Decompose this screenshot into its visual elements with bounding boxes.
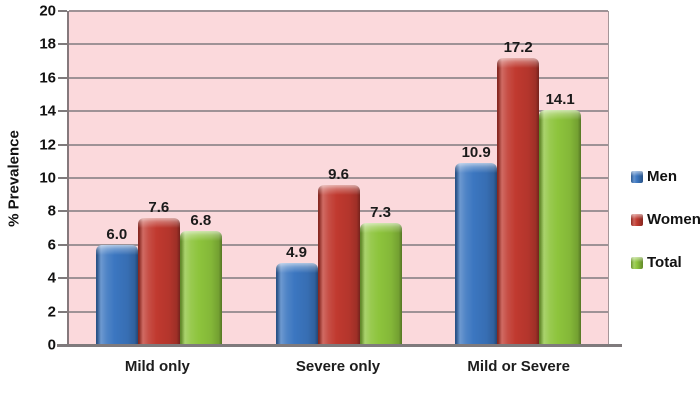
y-tick-label: 8 <box>47 202 56 220</box>
bar-value-label: 6.8 <box>190 212 212 230</box>
legend-item-women: Women <box>631 211 700 228</box>
plot-area: 6.0 7.6 6.8 4.9 9.6 7.3 10.9 17.2 14.1 <box>67 10 609 345</box>
bar-and-label: 6.8 <box>179 11 222 345</box>
gridline <box>69 110 608 113</box>
bar-and-label: 10.9 <box>455 11 498 345</box>
category-label: Mild or Severe <box>467 358 570 375</box>
y-tick-mark <box>58 177 67 179</box>
y-tick-mark <box>58 243 67 246</box>
bar-value-label: 17.2 <box>503 38 533 56</box>
y-tick-label: 12 <box>39 136 56 154</box>
bar-and-label: 7.6 <box>137 11 180 345</box>
bar-value-label: 7.6 <box>148 199 170 217</box>
legend-label: Total <box>647 254 682 271</box>
gridline <box>69 10 608 12</box>
y-tick-mark <box>58 76 67 79</box>
bar-women <box>317 184 360 345</box>
x-axis-line <box>57 344 622 347</box>
bar-men <box>275 263 318 345</box>
y-tick-label: 20 <box>39 2 56 20</box>
y-tick-mark <box>58 277 67 280</box>
bar-total <box>359 223 402 345</box>
bar-and-label: 6.0 <box>95 11 138 345</box>
legend: Men Women Total <box>631 168 700 271</box>
bar-and-label: 7.3 <box>359 11 402 345</box>
bar-total <box>179 231 222 345</box>
y-tick-label: 0 <box>47 336 56 354</box>
y-tick-label: 4 <box>47 269 56 287</box>
x-axis-category-labels: Mild only Severe only Mild or Severe <box>67 358 609 375</box>
bar-group: 4.9 9.6 7.3 <box>249 11 429 345</box>
bar-group: 6.0 7.6 6.8 <box>69 11 249 345</box>
y-tick-mark <box>58 310 67 313</box>
y-tick-mark <box>58 43 67 46</box>
gridline <box>69 143 608 146</box>
bar-groups: 6.0 7.6 6.8 4.9 9.6 7.3 10.9 17.2 14.1 <box>69 11 608 345</box>
bar-value-label: 14.1 <box>545 90 575 108</box>
y-axis-tick-labels: 0 2 4 6 8 10 12 14 16 18 20 <box>0 4 56 353</box>
y-tick-mark <box>58 210 67 213</box>
bar-and-label: 14.1 <box>539 11 582 345</box>
y-tick-mark <box>58 10 67 12</box>
legend-item-men: Men <box>631 168 700 185</box>
bar-men <box>455 162 498 345</box>
y-tick-label: 2 <box>47 303 56 321</box>
category-label: Mild only <box>124 358 190 375</box>
bar-value-label: 10.9 <box>461 143 491 161</box>
legend-swatch-icon <box>631 213 643 226</box>
bar-and-label: 9.6 <box>317 11 360 345</box>
legend-swatch-icon <box>631 256 643 269</box>
bar-women <box>497 57 540 345</box>
bar-men <box>95 244 138 345</box>
y-tick-mark <box>58 143 67 146</box>
bar-and-label: 4.9 <box>275 11 318 345</box>
y-tick-label: 10 <box>39 169 56 187</box>
y-tick-label: 18 <box>39 35 56 53</box>
category-label: Severe only <box>295 358 381 375</box>
bar-value-label: 7.3 <box>370 204 391 222</box>
bar-and-label: 17.2 <box>497 11 540 345</box>
bar-women <box>137 218 180 345</box>
y-tick-label: 14 <box>39 102 56 120</box>
bar-group: 10.9 17.2 14.1 <box>428 11 608 345</box>
legend-label: Men <box>647 168 677 185</box>
y-tick-label: 16 <box>39 69 56 87</box>
y-tick-label: 6 <box>47 236 56 254</box>
bar-value-label: 6.0 <box>106 225 128 243</box>
y-axis-tick-marks <box>58 10 67 346</box>
bar-value-label: 4.9 <box>286 244 307 262</box>
gridline <box>69 43 608 46</box>
bar-total <box>539 109 582 345</box>
gridline <box>69 177 608 179</box>
gridline <box>69 76 608 79</box>
y-tick-mark <box>58 110 67 113</box>
legend-swatch-icon <box>631 170 643 183</box>
bar-value-label: 9.6 <box>328 165 349 183</box>
legend-item-total: Total <box>631 254 700 271</box>
legend-label: Women <box>647 211 700 228</box>
